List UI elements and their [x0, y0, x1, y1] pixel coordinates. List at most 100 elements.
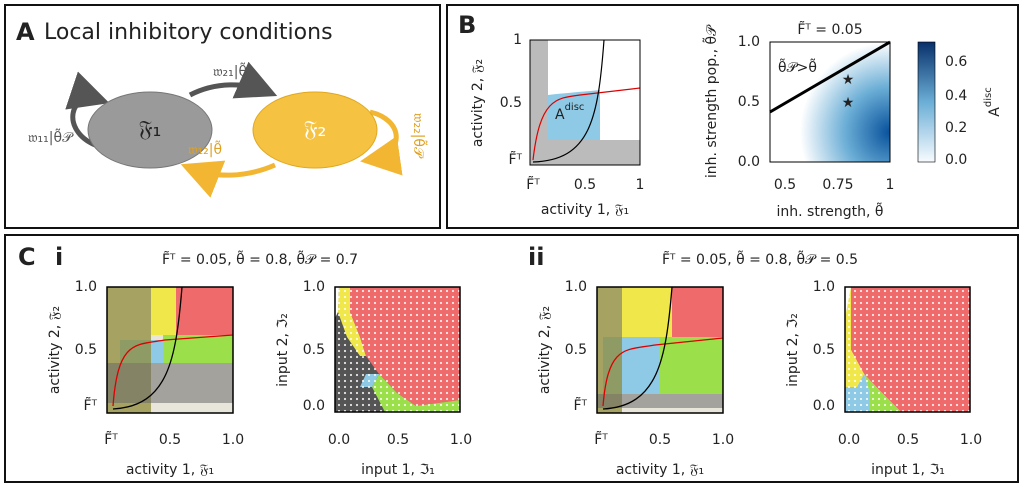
colorbar-tick-label: 0.4	[945, 88, 967, 104]
star-marker: ★	[842, 72, 855, 88]
y-axis-label: activity 2, 𝔉₂	[47, 306, 63, 394]
y-tick-label: 1.0	[75, 279, 97, 295]
y-axis-label: activity 2, 𝔉₂	[537, 306, 553, 394]
panel-a: A Local inhibitory conditions 𝔉₁ 𝔉₂ 𝔴₁₁|…	[4, 4, 441, 229]
x-tick-label: 0.5	[897, 432, 919, 448]
y-tick-label: F̃ᵀ	[574, 397, 588, 414]
sample-dots	[335, 287, 460, 412]
y-tick-label: 1	[513, 32, 522, 48]
x-tick-label: 1	[636, 177, 645, 193]
x-tick-label: 0.0	[838, 432, 860, 448]
panel-letter: C	[18, 243, 36, 271]
panel-b: B Adisc ★ ★ θ̃𝒫>θ̃	[446, 4, 1019, 229]
x-tick-label: 1	[886, 177, 895, 193]
panel-border	[446, 4, 1019, 229]
region	[597, 394, 723, 408]
axes-frame	[106, 286, 234, 414]
region	[107, 363, 233, 403]
panel-c: C	[4, 234, 1019, 483]
y-tick-label: 0.5	[500, 95, 522, 111]
population-node	[87, 91, 213, 169]
y-tick-label: 0.0	[813, 398, 835, 414]
y-tick-label: 1.0	[738, 34, 760, 50]
panel-title: Local inhibitory conditions	[44, 20, 333, 45]
colorbar-tick-label: 0.6	[945, 54, 967, 70]
x-tick-label: 0.0	[328, 432, 350, 448]
subpanel-title: F̃ᵀ = 0.05, θ̃ = 0.8, θ̃𝒫 = 0.5	[662, 250, 858, 268]
region	[672, 287, 723, 337]
axes-frame	[844, 286, 971, 413]
x-tick-label: 0.5	[387, 432, 409, 448]
region	[176, 287, 233, 335]
region	[151, 287, 176, 335]
nullcline	[602, 286, 673, 410]
colorbar-tick-label: 0.2	[945, 120, 967, 136]
subpanel-numeral: ii	[528, 243, 544, 271]
nullcline	[112, 286, 183, 410]
x-tick-label: 0.5	[159, 432, 181, 448]
axes-frame	[334, 286, 461, 413]
annotation: θ̃𝒫>θ̃	[778, 58, 817, 76]
edge-label: 𝔴₂₂|θ̃𝒫	[410, 113, 428, 159]
y-tick-label: 0.0	[303, 398, 325, 414]
axes-frame	[596, 286, 724, 414]
arrow	[180, 160, 276, 198]
y-axis-label: input 2, ℑ₂	[785, 313, 801, 387]
region	[597, 287, 622, 413]
colorbar	[917, 41, 936, 163]
node-label: 𝔉₂	[304, 117, 327, 142]
x-tick-label: 1.0	[712, 432, 734, 448]
axes-frame	[529, 39, 641, 166]
x-tick-label: F̃ᵀ	[526, 176, 540, 193]
y-axis-label: input 2, ℑ₂	[275, 313, 291, 387]
colorbar-label: Adisc	[983, 87, 1003, 116]
y-tick-label: 0.0	[738, 154, 760, 170]
area-label-sup: disc	[565, 102, 585, 113]
x-tick-label: F̃ᵀ	[594, 431, 608, 448]
x-tick-label: 0.75	[822, 177, 853, 193]
colorbar-label-sup: disc	[983, 87, 994, 107]
population-node	[252, 91, 378, 169]
y-tick-label: 0.5	[75, 342, 97, 358]
plot-title: F̃ᵀ = 0.05	[797, 21, 862, 38]
self-loop	[65, 71, 110, 148]
x-tick-label: 1.0	[960, 432, 982, 448]
edge-label: 𝔴₂₁|θ̃	[213, 62, 247, 80]
y-tick-label: 1.0	[565, 279, 587, 295]
region	[660, 337, 723, 394]
edge-label: 𝔴₁₂|θ̃	[188, 140, 222, 158]
panel-border	[4, 234, 1019, 483]
colorbar-tick-label: 0.0	[945, 152, 967, 168]
x-tick-label: 0.5	[774, 177, 796, 193]
arrow	[188, 61, 278, 99]
y-axis-label: activity 2, 𝔉₂	[470, 59, 486, 147]
area-label: Adisc	[555, 102, 584, 123]
subpanel-numeral: i	[55, 243, 63, 271]
x-tick-label: 0.5	[649, 432, 671, 448]
nullcline	[602, 337, 724, 407]
boundary-line	[769, 40, 891, 114]
x-axis-label: inh. strength, θ̃	[777, 202, 884, 220]
x-axis-label: activity 1, 𝔉₁	[616, 462, 704, 478]
area-label-main: A	[555, 107, 565, 123]
panel-letter: B	[458, 11, 476, 39]
y-tick-label: 0.5	[565, 342, 587, 358]
y-tick-label: 1.0	[813, 279, 835, 295]
region	[622, 287, 672, 337]
panel-border	[4, 4, 441, 229]
y-tick-label: F̃ᵀ	[509, 151, 523, 168]
x-axis-label: input 1, ℑ₁	[871, 462, 945, 478]
star-marker: ★	[842, 95, 855, 111]
subpanel-title: F̃ᵀ = 0.05, θ̃ = 0.8, θ̃𝒫 = 0.7	[162, 250, 358, 268]
y-tick-label: 0.5	[738, 94, 760, 110]
nullcline	[532, 39, 605, 163]
nullcline	[532, 87, 641, 161]
y-tick-label: 0.5	[303, 342, 325, 358]
y-tick-label: F̃ᵀ	[84, 397, 98, 414]
node-label: 𝔉₁	[139, 117, 162, 142]
disc-area	[548, 90, 600, 140]
nullcline	[112, 334, 234, 407]
axes-frame	[769, 41, 891, 163]
x-tick-label: 1.0	[450, 432, 472, 448]
